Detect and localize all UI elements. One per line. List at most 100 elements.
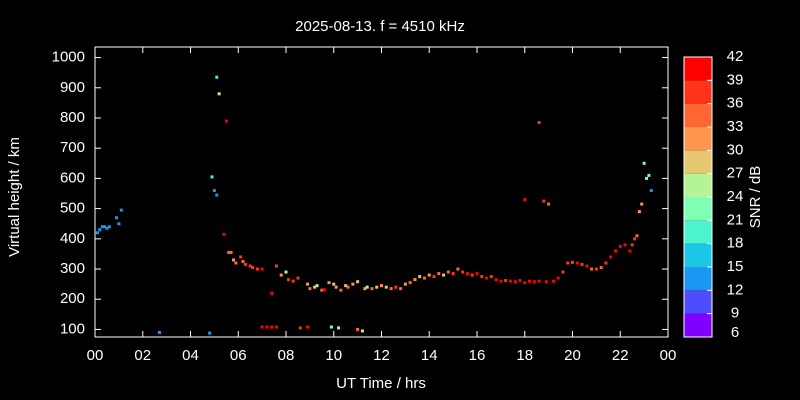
data-point (494, 278, 498, 282)
data-point (456, 267, 460, 271)
y-tick-label: 700 (60, 139, 85, 156)
data-point (613, 249, 617, 253)
data-point (413, 278, 417, 282)
data-point (561, 270, 565, 274)
y-tick-label: 900 (60, 79, 85, 96)
y-tick-label: 100 (60, 320, 85, 337)
data-point (642, 161, 646, 165)
data-point (628, 249, 632, 253)
data-point (446, 270, 450, 274)
colorbar-tick-label: 27 (727, 165, 744, 182)
data-point (547, 202, 551, 206)
data-point (284, 270, 288, 274)
x-tick-label: 10 (325, 347, 342, 364)
data-point (248, 264, 252, 268)
data-point (356, 280, 360, 284)
data-point (623, 243, 627, 247)
data-point (418, 275, 422, 279)
x-tick-label: 16 (469, 347, 486, 364)
data-point (344, 284, 348, 288)
colorbar-tick-label: 30 (727, 141, 744, 158)
data-point (489, 275, 493, 279)
data-point (580, 263, 584, 266)
data-point (523, 281, 527, 285)
data-point (637, 210, 641, 214)
colorbar-tick-label: 33 (727, 118, 744, 135)
data-point (575, 261, 579, 265)
data-point (327, 281, 331, 285)
y-tick-label: 200 (60, 290, 85, 307)
data-point (571, 260, 574, 264)
data-point (119, 208, 123, 212)
data-point (532, 280, 536, 284)
data-point (265, 325, 269, 329)
data-point (260, 267, 264, 271)
data-point (518, 279, 522, 283)
data-point (432, 275, 436, 279)
x-tick-label: 20 (564, 347, 581, 364)
y-axis-label: Virtual height / km (6, 137, 23, 257)
colorbar-label: SNR / dB (747, 166, 764, 229)
data-point (320, 288, 324, 292)
data-point (305, 282, 309, 286)
data-point (585, 264, 589, 268)
y-tick-label: 800 (60, 109, 85, 126)
data-point (279, 273, 283, 277)
data-point (103, 225, 107, 229)
data-point (645, 176, 649, 180)
data-point (380, 284, 383, 288)
data-point (556, 276, 560, 280)
data-point (599, 266, 603, 270)
data-point (618, 244, 622, 248)
colorbar-cell (684, 80, 712, 104)
data-point (389, 287, 393, 291)
data-point (427, 273, 431, 277)
data-point (210, 175, 214, 179)
data-point (437, 272, 441, 276)
data-point (537, 121, 541, 125)
data-point (241, 259, 245, 263)
colorbar-cell (684, 243, 712, 267)
y-tick-label: 300 (60, 260, 85, 277)
data-point (370, 287, 374, 291)
data-point (528, 279, 532, 283)
colorbar-tick-label: 6 (731, 324, 739, 341)
x-tick-label: 00 (87, 347, 104, 364)
colorbar-tick-label: 42 (727, 48, 744, 65)
data-point (647, 173, 651, 177)
data-point (513, 280, 517, 284)
data-point (286, 278, 290, 282)
data-point (609, 255, 613, 259)
data-point (451, 272, 455, 276)
colorbar-tick-label: 39 (727, 71, 744, 88)
data-point (227, 250, 231, 254)
data-point (630, 243, 634, 247)
data-point (224, 119, 228, 123)
data-point (499, 279, 503, 283)
colorbar-cell (684, 150, 712, 174)
data-point (508, 279, 512, 283)
data-point (298, 326, 302, 330)
data-point (215, 75, 219, 79)
x-tick-label: 08 (278, 347, 295, 364)
data-point (157, 330, 161, 334)
data-point (95, 231, 99, 235)
colorbar-cell (684, 173, 712, 197)
data-point (442, 273, 446, 277)
data-point (337, 326, 341, 330)
x-tick-label: 12 (373, 347, 390, 364)
data-point (399, 287, 403, 291)
data-point (542, 199, 546, 203)
data-point (351, 282, 355, 286)
data-point (604, 261, 608, 265)
data-point (365, 285, 369, 289)
data-point (255, 267, 259, 271)
colorbar-cell (684, 220, 712, 244)
data-point (544, 280, 548, 284)
colorbar-cell (684, 197, 712, 221)
data-point (274, 264, 278, 268)
data-point (308, 287, 312, 291)
data-point (274, 325, 278, 329)
x-axis-label: UT Time / hrs (336, 375, 426, 392)
